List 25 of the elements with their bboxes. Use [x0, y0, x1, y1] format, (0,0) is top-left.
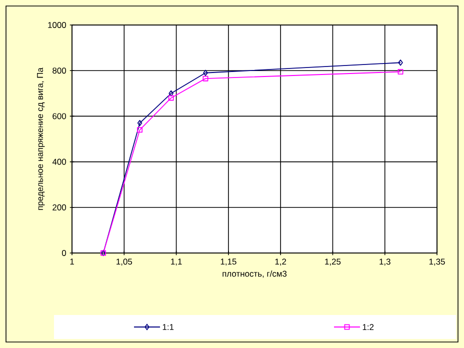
point	[137, 120, 142, 126]
legend-label: 1:2	[362, 324, 374, 330]
point	[168, 90, 174, 96]
x-tick-label: 1,35	[429, 258, 445, 266]
point	[398, 68, 404, 74]
x-tick-label: 1,05	[116, 258, 132, 266]
y-tick-label: 0	[62, 250, 66, 256]
x-tick-label: 1,2	[275, 258, 286, 266]
legend-label: 1:1	[162, 324, 174, 330]
y-tick-label: 800	[52, 68, 66, 74]
x-tick-label: 1,15	[220, 258, 236, 266]
x-axis-title: плотность, г/см3	[222, 270, 287, 278]
x-tick-label: 1,3	[380, 258, 390, 266]
point	[168, 95, 174, 101]
point	[202, 76, 208, 82]
y-tick-label: 400	[52, 158, 66, 165]
y-axis-title: предельное напряжение сд вига, Па	[37, 68, 45, 210]
x-tick-label: 1,1	[171, 258, 182, 266]
point	[203, 70, 208, 76]
x-tick-label: 1	[70, 258, 74, 264]
x-tick-label: 1,25	[325, 258, 341, 266]
point	[137, 127, 143, 133]
y-tick-label: 1000	[48, 22, 66, 28]
y-tick-label: 600	[52, 113, 66, 120]
y-tick-label: 200	[52, 204, 66, 210]
